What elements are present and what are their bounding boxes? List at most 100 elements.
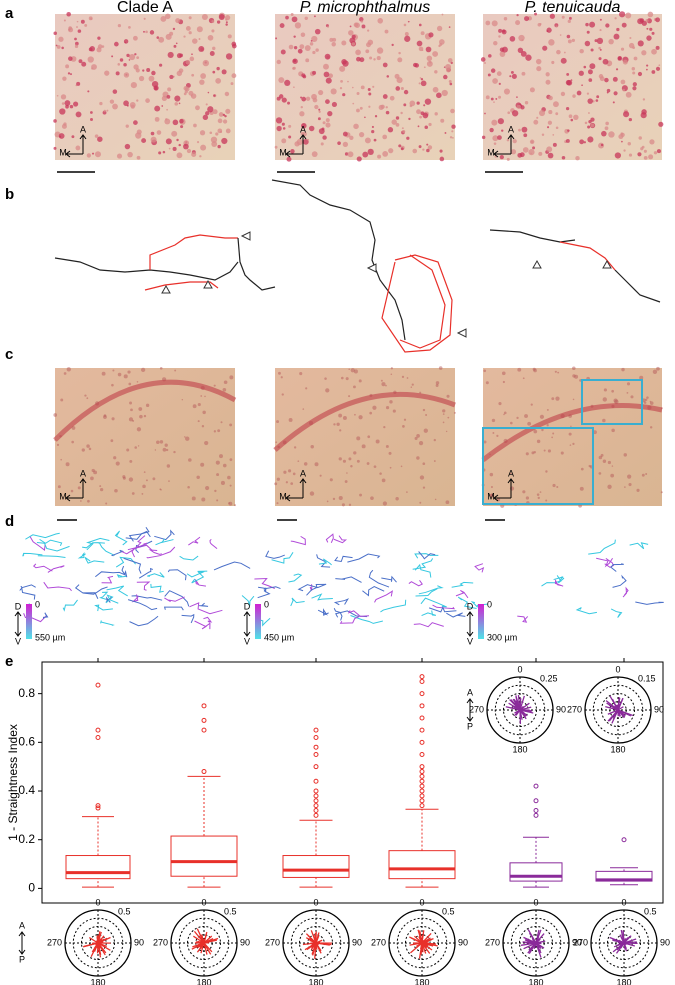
cell <box>332 37 337 42</box>
cell <box>66 367 71 372</box>
cell <box>511 73 517 80</box>
cell <box>616 27 620 32</box>
cell <box>174 95 181 102</box>
cell <box>637 152 642 157</box>
outlier <box>419 764 425 770</box>
cell <box>443 66 446 68</box>
cell <box>420 78 424 81</box>
cell <box>328 73 333 79</box>
ventral-label: V <box>15 636 21 646</box>
cell <box>402 425 405 428</box>
inset-source <box>581 379 643 425</box>
cell <box>439 156 445 162</box>
cell <box>389 466 392 469</box>
cell <box>515 20 521 26</box>
cell <box>367 435 371 439</box>
cell <box>426 143 429 146</box>
cell <box>483 440 487 444</box>
cell <box>385 406 390 410</box>
y-tick-label: 0.2 <box>18 832 35 846</box>
cell <box>545 470 548 473</box>
cell <box>156 36 160 39</box>
neurite-trace <box>128 526 150 542</box>
neurite-trace <box>116 574 127 578</box>
polar-petal <box>535 942 542 958</box>
cell <box>281 138 287 144</box>
cell <box>311 35 318 43</box>
cell <box>499 51 506 57</box>
cell <box>445 430 448 433</box>
outlier <box>419 674 425 680</box>
cell <box>420 31 425 36</box>
cell <box>355 49 361 56</box>
cell <box>129 54 136 61</box>
cell <box>61 102 65 105</box>
cell <box>125 124 129 128</box>
cell <box>422 486 426 489</box>
cell <box>489 472 494 477</box>
cell <box>318 108 321 111</box>
cell <box>534 12 538 16</box>
cell <box>380 379 383 382</box>
cell <box>146 68 151 73</box>
cell <box>418 441 424 446</box>
cell <box>614 152 622 159</box>
cell <box>385 110 390 115</box>
neurite-trace <box>318 558 332 566</box>
cell <box>568 114 573 119</box>
cell <box>160 16 167 22</box>
cell <box>309 42 314 46</box>
cell <box>356 459 360 463</box>
polar-petal <box>311 942 317 955</box>
cell <box>225 21 228 24</box>
cell <box>185 436 190 441</box>
cell <box>181 399 184 401</box>
cell <box>76 26 78 28</box>
cell <box>62 76 67 81</box>
cell <box>347 80 349 83</box>
polar-90: 90 <box>240 937 250 947</box>
cell <box>586 92 590 95</box>
cell <box>567 19 571 24</box>
cell <box>71 426 76 430</box>
cell <box>604 77 609 83</box>
cell <box>525 452 529 456</box>
cell <box>216 473 220 477</box>
cell <box>234 504 236 507</box>
orientation-arrows <box>65 478 87 502</box>
neurite-trace <box>474 563 485 573</box>
neurite-trace <box>19 584 36 592</box>
neurite-trace <box>432 604 456 610</box>
cell <box>423 428 428 433</box>
cell <box>503 413 505 416</box>
cell <box>379 472 382 475</box>
cell <box>55 44 58 47</box>
cell <box>312 70 317 75</box>
cell <box>152 477 156 481</box>
cell <box>201 497 206 502</box>
cell <box>490 485 493 489</box>
neurite-trace <box>62 599 78 612</box>
cell <box>117 23 122 28</box>
cell <box>103 414 107 417</box>
cell <box>222 119 228 124</box>
cell <box>299 44 305 50</box>
cell <box>211 20 215 23</box>
cell <box>301 73 306 78</box>
cell <box>314 104 319 110</box>
outlier <box>419 783 425 789</box>
cell <box>189 56 195 62</box>
cell <box>70 489 74 493</box>
cell <box>94 151 101 158</box>
cell <box>280 376 283 379</box>
cell <box>56 45 61 49</box>
neurite-trace <box>127 599 158 611</box>
cell <box>228 501 233 506</box>
panel-label: c <box>5 346 13 363</box>
medial-label: M <box>487 491 495 501</box>
cell <box>53 31 57 35</box>
orientation-arrows <box>65 134 87 158</box>
cell <box>112 89 118 94</box>
cell <box>93 470 98 475</box>
outlier <box>95 682 101 688</box>
